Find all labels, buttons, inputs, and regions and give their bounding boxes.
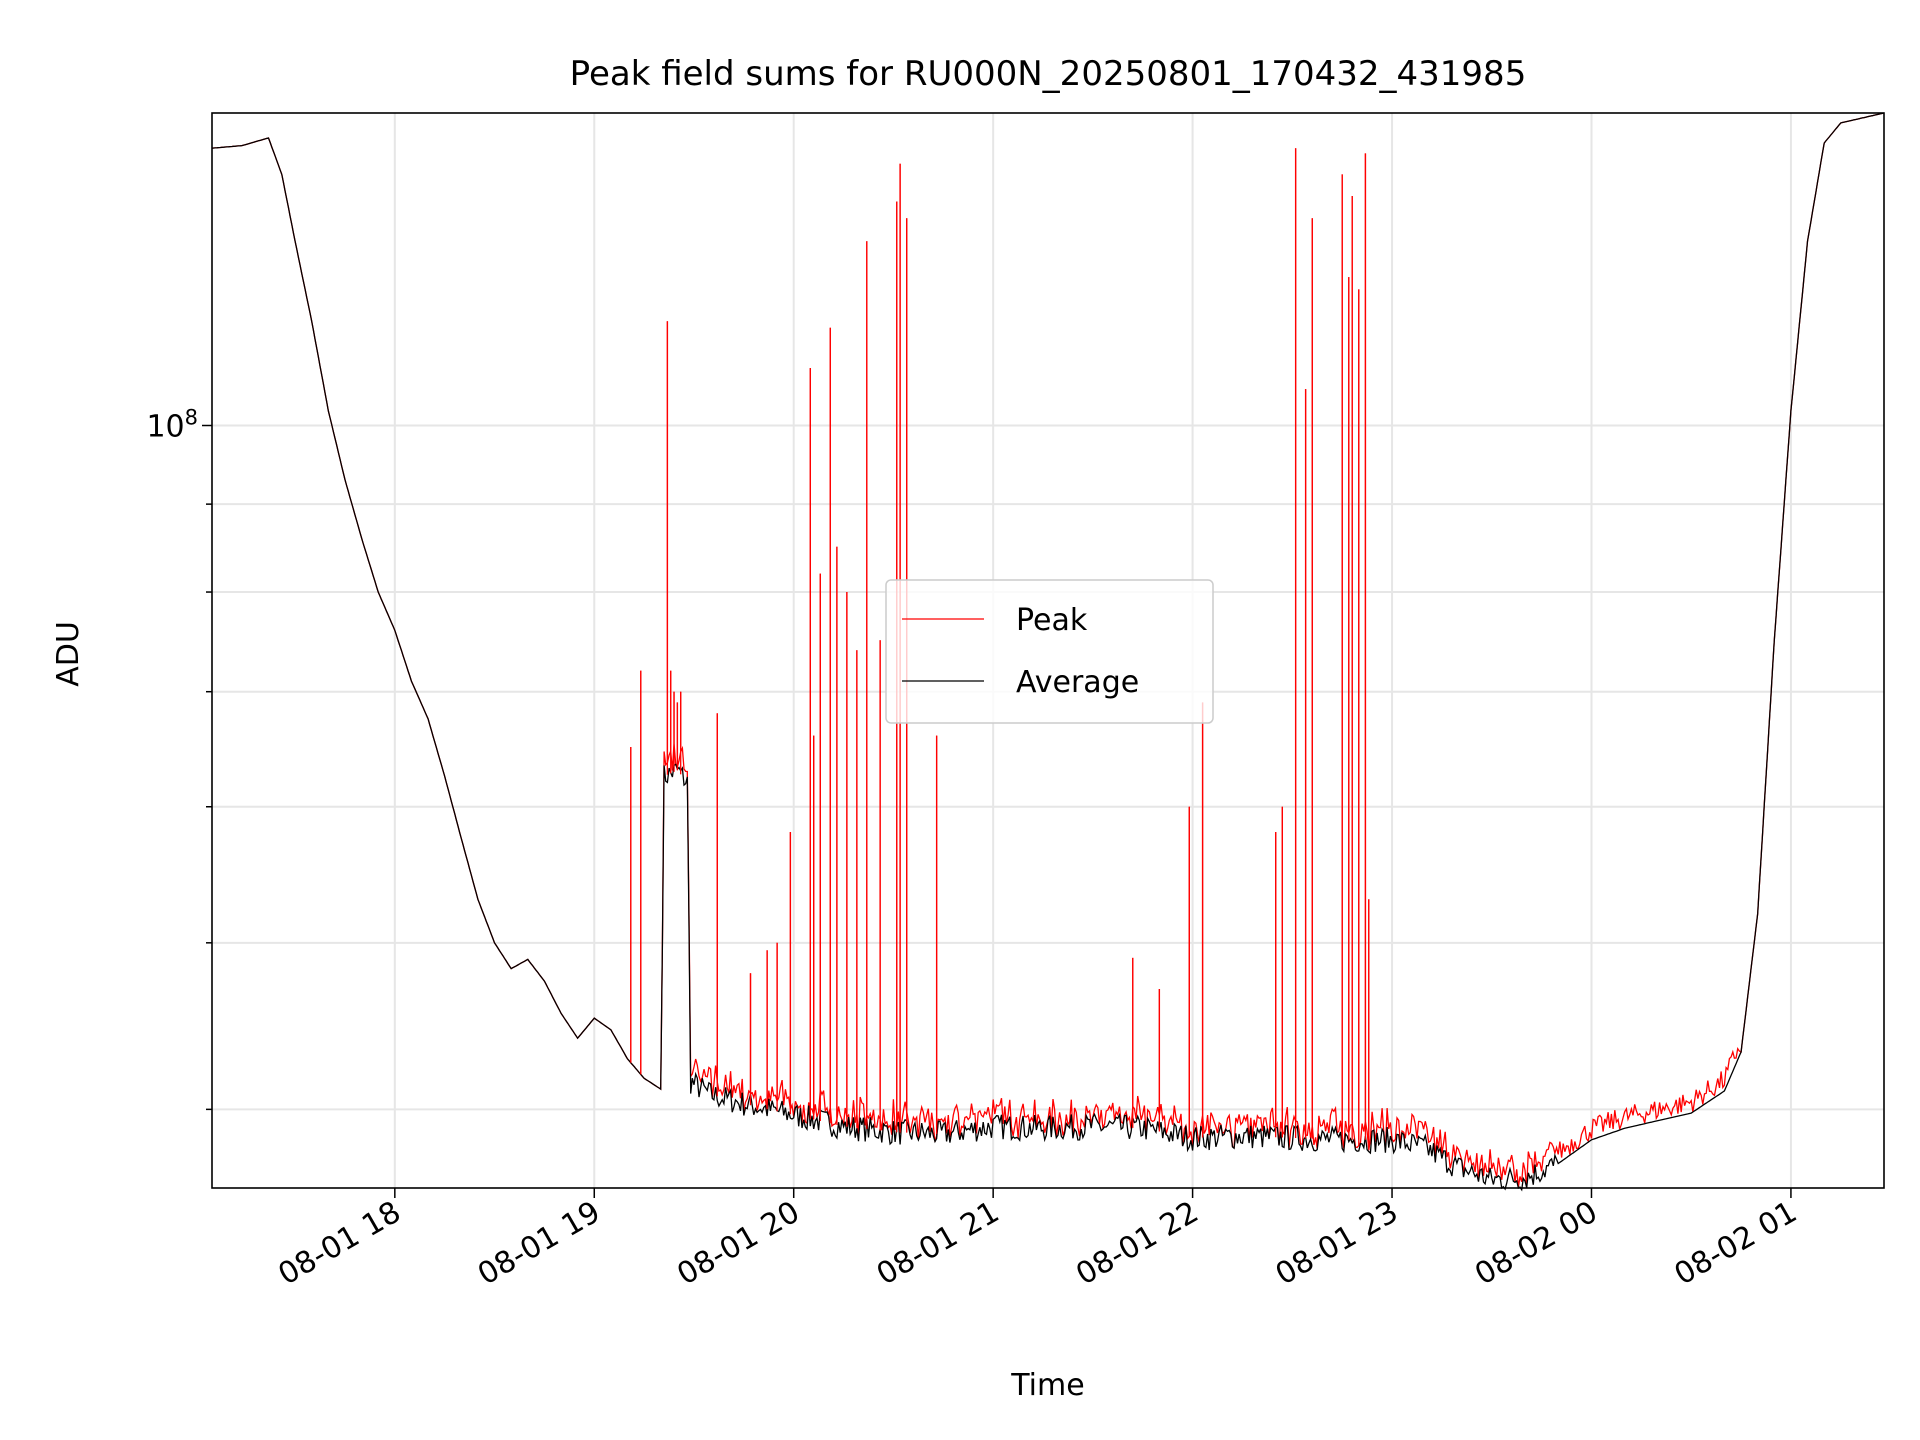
legend-average-label: Average xyxy=(1016,665,1139,700)
legend: Peak Average xyxy=(886,580,1213,723)
x-tick-label: 08-01 19 xyxy=(472,1195,606,1293)
chart: 108 08-01 18 08-01 19 08-01 20 08-01 21 08-0… xyxy=(0,0,1920,1440)
y-axis-label: ADU xyxy=(51,621,86,687)
chart-title: Peak field sums for RU000N_20250801_1704… xyxy=(570,54,1527,94)
x-tick-label: 08-01 18 xyxy=(273,1195,407,1293)
x-tick-label: 08-01 22 xyxy=(1070,1195,1204,1293)
x-tick-label: 08-01 23 xyxy=(1270,1195,1404,1293)
y-tick-label: 108 xyxy=(146,406,198,445)
x-tick-label: 08-01 21 xyxy=(871,1195,1005,1293)
legend-peak-label: Peak xyxy=(1016,603,1088,638)
x-axis: 08-01 18 08-01 19 08-01 20 08-01 21 08-01 22… xyxy=(273,1188,1803,1292)
x-tick-label: 08-02 00 xyxy=(1469,1195,1603,1293)
x-axis-label: Time xyxy=(1010,1368,1084,1403)
legend-frame xyxy=(886,580,1213,723)
y-axis: 108 xyxy=(146,406,212,1110)
x-tick-label: 08-01 20 xyxy=(671,1195,805,1293)
x-tick-label: 08-02 01 xyxy=(1669,1195,1803,1293)
